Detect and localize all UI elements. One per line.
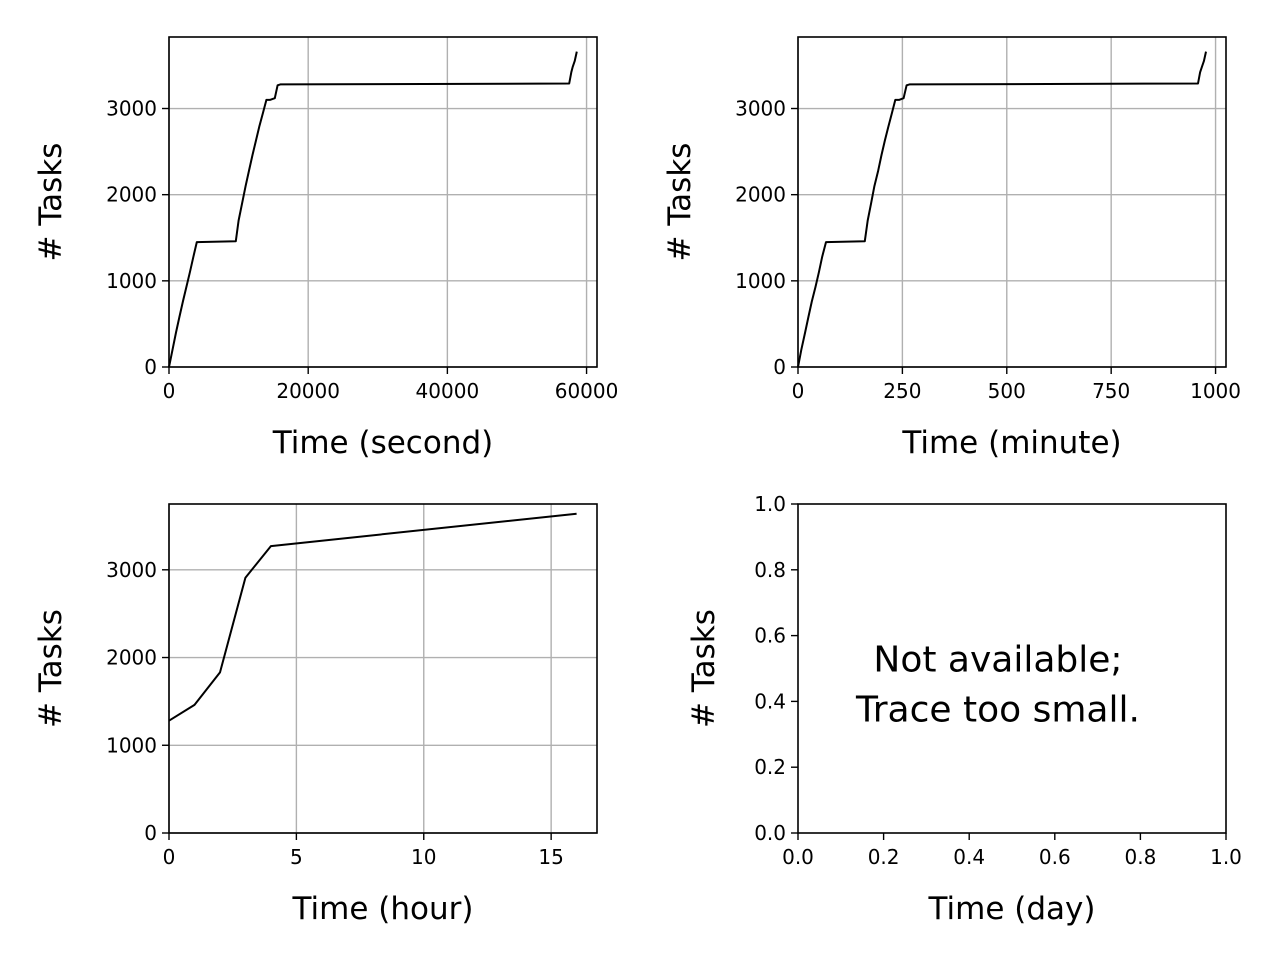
chart-0-ytick-label-3: 3000 bbox=[106, 97, 157, 121]
chart-0-xtick-label-2: 40000 bbox=[416, 379, 480, 403]
chart-2-xtick-label-2: 10 bbox=[411, 845, 436, 869]
chart-3-xtick-label-3: 0.6 bbox=[1039, 845, 1071, 869]
chart-1-ylabel: # Tasks bbox=[662, 143, 698, 262]
chart-3-xtick-label-0: 0.0 bbox=[782, 845, 814, 869]
chart-3-xtick-label-1: 0.2 bbox=[868, 845, 900, 869]
chart-3-xtick-label-4: 0.8 bbox=[1124, 845, 1156, 869]
chart-3-ytick-label-4: 0.8 bbox=[754, 558, 786, 582]
chart-2-ytick-label-0: 0 bbox=[144, 821, 157, 845]
chart-1-xtick-label-4: 1000 bbox=[1190, 379, 1241, 403]
chart-3-annotation-line-1: Trace too small. bbox=[855, 690, 1140, 731]
chart-0-xtick-label-0: 0 bbox=[163, 379, 176, 403]
chart-0-xlabel: Time (second) bbox=[272, 425, 493, 461]
chart-1-ytick-label-0: 0 bbox=[773, 355, 786, 379]
subplot-hours: 0 5 10 15 0 1000 2000 3000 Time (hour) # Tasks bbox=[33, 503, 598, 927]
subplot-seconds: 0 20000 40000 60000 0 1000 2000 3000 Time (secon… bbox=[33, 36, 619, 461]
chart-2-ytick-label-3: 3000 bbox=[106, 558, 157, 582]
chart-3-ytick-label-0: 0.0 bbox=[754, 821, 786, 845]
chart-3-xtick-label-2: 0.4 bbox=[953, 845, 985, 869]
chart-1-xtick-label-3: 750 bbox=[1092, 379, 1130, 403]
subplot-days: 0.0 0.2 0.4 0.6 0.8 1.0 0.0 0.2 0.4 0.6 0.8 1.0 Time… bbox=[686, 492, 1242, 927]
chart-0-frame bbox=[168, 36, 598, 368]
chart-0-ytick-label-1: 1000 bbox=[106, 269, 157, 293]
chart-0-ytick-label-0: 0 bbox=[144, 355, 157, 379]
chart-2-xtick-label-0: 0 bbox=[163, 845, 176, 869]
chart-3-xtick-label-5: 1.0 bbox=[1210, 845, 1242, 869]
chart-2-xlabel: Time (hour) bbox=[292, 891, 474, 927]
chart-1-ytick-label-3: 3000 bbox=[735, 97, 786, 121]
chart-2-xtick-label-3: 15 bbox=[538, 845, 563, 869]
chart-1-frame bbox=[797, 36, 1227, 368]
chart-2-ytick-label-2: 2000 bbox=[106, 646, 157, 670]
chart-1-xtick-label-1: 250 bbox=[883, 379, 921, 403]
chart-3-ytick-label-1: 0.2 bbox=[754, 755, 786, 779]
chart-0-xtick-label-3: 60000 bbox=[555, 379, 619, 403]
chart-0-series-line-0 bbox=[168, 51, 578, 368]
chart-2-series-line-0 bbox=[168, 512, 577, 722]
chart-1-ytick-label-2: 2000 bbox=[735, 183, 786, 207]
chart-0-ylabel: # Tasks bbox=[33, 143, 69, 262]
chart-3-frame bbox=[797, 503, 1227, 834]
chart-1-xlabel: Time (minute) bbox=[901, 425, 1121, 461]
chart-3-annotation-line-0: Not available; bbox=[873, 640, 1122, 681]
chart-2-ylabel: # Tasks bbox=[33, 609, 69, 728]
chart-3-ytick-label-2: 0.4 bbox=[754, 689, 786, 713]
chart-3-ytick-label-3: 0.6 bbox=[754, 624, 786, 648]
chart-1-series-line-0 bbox=[797, 51, 1207, 368]
chart-1-xtick-label-0: 0 bbox=[792, 379, 805, 403]
chart-0-xtick-label-1: 20000 bbox=[276, 379, 340, 403]
chart-2-frame bbox=[168, 503, 598, 834]
chart-2-xtick-label-1: 5 bbox=[290, 845, 303, 869]
chart-0-ytick-label-2: 2000 bbox=[106, 183, 157, 207]
chart-3-ytick-label-5: 1.0 bbox=[754, 492, 786, 516]
chart-2-ytick-label-1: 1000 bbox=[106, 733, 157, 757]
chart-1-xtick-label-2: 500 bbox=[988, 379, 1026, 403]
chart-3-xlabel: Time (day) bbox=[928, 891, 1096, 927]
chart-3-ylabel: # Tasks bbox=[686, 609, 722, 728]
subplot-minutes: 0 250 500 750 1000 0 1000 2000 3000 Time (minute)… bbox=[662, 36, 1241, 461]
chart-1-ytick-label-1: 1000 bbox=[735, 269, 786, 293]
